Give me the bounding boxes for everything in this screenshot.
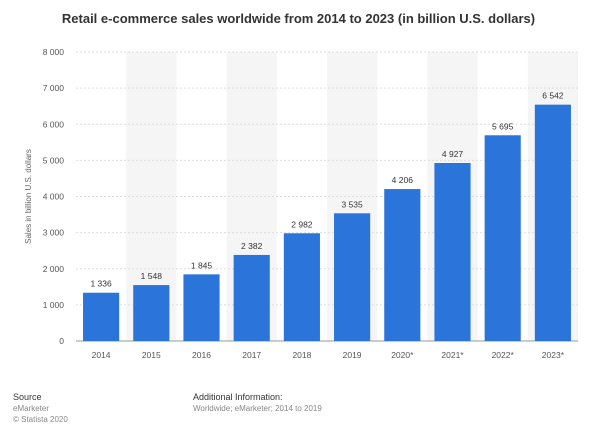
y-tick-label: 0 — [59, 336, 64, 346]
x-tick-label: 2018 — [292, 350, 311, 360]
x-tick-label: 2023* — [542, 350, 565, 360]
x-tick-label: 2015 — [142, 350, 161, 360]
value-label: 1 845 — [191, 260, 213, 270]
x-tick-label: 2020* — [391, 350, 414, 360]
bar-2022[interactable] — [484, 135, 521, 341]
bar-2014[interactable] — [83, 292, 120, 341]
bar-2021[interactable] — [434, 163, 471, 341]
value-label: 4 927 — [442, 149, 464, 159]
bars — [83, 104, 571, 341]
value-labels: 1 336 1 548 1 845 2 382 2 982 3 535 4 206 4 927… — [90, 91, 563, 289]
chart-title: Retail e-commerce sales worldwide from 2… — [61, 11, 536, 26]
y-tick-label: 3 000 — [43, 228, 65, 238]
y-tick-label: 8 000 — [43, 47, 65, 57]
y-tick-label: 2 000 — [43, 264, 65, 274]
bar-2015[interactable] — [133, 285, 170, 341]
source-name[interactable]: eMarketer — [13, 404, 50, 413]
bar-2020[interactable] — [384, 189, 421, 341]
source-block: Source eMarketer © Statista 2020 — [13, 392, 68, 425]
y-tick-label: 7 000 — [43, 83, 65, 93]
copyright: © Statista 2020 — [13, 415, 68, 424]
additional-info-heading: Additional Information: — [193, 392, 283, 402]
x-tick-labels: 2014 2015 2016 2017 2018 2019 2020* 2021* 2022* 2… — [92, 350, 565, 360]
value-label: 5 695 — [492, 121, 514, 131]
y-tick-label: 6 000 — [43, 119, 65, 129]
x-tick-label: 2016 — [192, 350, 211, 360]
value-label: 2 982 — [291, 219, 313, 229]
value-label: 4 206 — [392, 175, 414, 185]
source-heading: Source — [13, 392, 42, 402]
bar-2023[interactable] — [534, 104, 571, 341]
y-tick-labels: 0 1 000 2 000 3 000 4 000 5 000 6 000 7 000 8 00… — [43, 47, 65, 346]
y-tick-label: 5 000 — [43, 155, 65, 165]
bar-2018[interactable] — [283, 233, 320, 341]
value-label: 6 542 — [542, 91, 564, 101]
y-tick-label: 1 000 — [43, 300, 65, 310]
value-label: 3 535 — [341, 199, 363, 209]
x-tick-label: 2014 — [92, 350, 111, 360]
bar-2019[interactable] — [334, 213, 371, 341]
value-label: 1 548 — [141, 271, 163, 281]
x-tick-label: 2022* — [492, 350, 515, 360]
value-label: 1 336 — [90, 279, 112, 289]
value-label: 2 382 — [241, 241, 263, 251]
bar-2017[interactable] — [233, 254, 270, 341]
y-axis-label: Sales in billion U.S. dollars — [24, 149, 33, 244]
x-tick-label: 2021* — [441, 350, 464, 360]
x-tick-label: 2017 — [242, 350, 261, 360]
additional-info-block: Additional Information: Worldwide; eMark… — [193, 392, 322, 414]
bar-2016[interactable] — [183, 274, 220, 341]
x-tick-label: 2019 — [343, 350, 362, 360]
y-tick-label: 4 000 — [43, 192, 65, 202]
additional-info-text: Worldwide; eMarketer; 2014 to 2019 — [193, 404, 322, 413]
